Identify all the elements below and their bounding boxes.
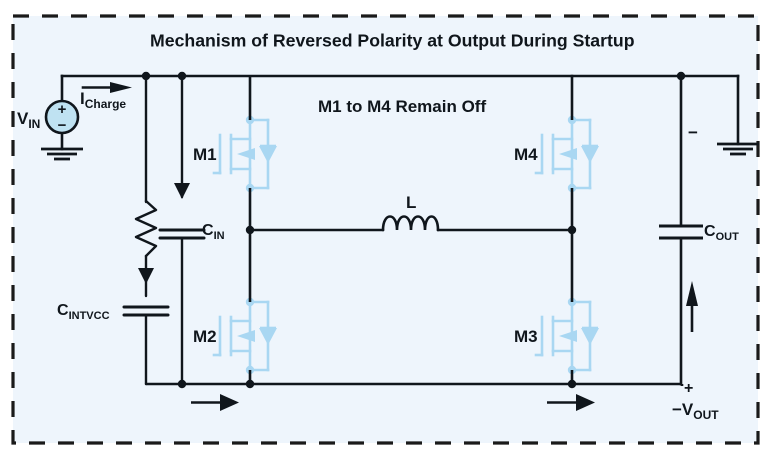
svg-text:M2: M2 (193, 327, 217, 346)
svg-text:M1 to M4 Remain Off: M1 to M4 Remain Off (318, 97, 486, 116)
svg-text:M4: M4 (514, 145, 538, 164)
svg-text:L: L (406, 193, 416, 212)
svg-text:−: − (58, 117, 67, 134)
svg-text:−: − (688, 123, 698, 142)
svg-text:+: + (58, 101, 67, 118)
svg-text:M3: M3 (514, 327, 538, 346)
svg-text:Mechanism of Reversed Polarity: Mechanism of Reversed Polarity at Output… (150, 31, 635, 51)
svg-text:M1: M1 (193, 145, 217, 164)
svg-text:+: + (684, 380, 693, 397)
